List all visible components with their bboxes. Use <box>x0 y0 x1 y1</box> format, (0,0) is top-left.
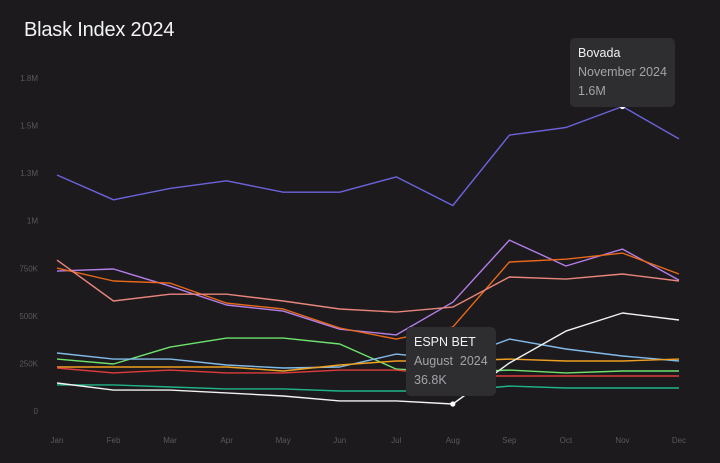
series-line-5 <box>56 338 680 369</box>
tooltip-espn-bet: ESPN BET August 2024 36.8K <box>406 327 496 396</box>
highlight-point <box>450 401 456 407</box>
tooltip-date: November 2024 <box>578 65 667 79</box>
x-tick-label: Jul <box>391 436 401 445</box>
x-tick-label: Mar <box>163 436 177 445</box>
tooltip-value: 1.6M <box>578 84 606 98</box>
series-line-bovada <box>56 105 680 207</box>
chart-title: Blask Index 2024 <box>24 19 175 41</box>
x-tick-label: Oct <box>560 436 573 445</box>
y-tick-label: 500K <box>19 312 38 321</box>
y-tick-label: 250K <box>19 359 38 368</box>
series-line-1 <box>56 239 680 336</box>
x-tick-label: Aug <box>446 436 460 445</box>
series-line-8 <box>57 384 679 392</box>
x-tick-label: Feb <box>107 436 121 445</box>
tooltip-series: ESPN BET <box>414 335 476 349</box>
tooltip-value: 36.8K <box>414 373 447 387</box>
x-tick-label: Sep <box>502 436 517 445</box>
series-line-7 <box>56 367 679 377</box>
series-line-3 <box>56 259 680 313</box>
series-line-2 <box>56 252 680 340</box>
x-tick-label: Dec <box>672 436 686 445</box>
series-line-6 <box>57 358 680 372</box>
x-tick-label: Jan <box>51 436 64 445</box>
y-tick-label: 1.3M <box>20 169 38 178</box>
y-tick-label: 750K <box>19 264 38 273</box>
y-tick-label: 0 <box>34 407 39 416</box>
tooltip-date: August 2024 <box>414 354 488 368</box>
x-tick-label: Apr <box>220 436 233 445</box>
y-tick-label: 1.8M <box>20 74 38 83</box>
series-line-4 <box>56 337 679 374</box>
tooltip-bovada: Bovada November 2024 1.6M <box>570 38 675 107</box>
y-tick-label: 1.5M <box>20 122 38 131</box>
tooltip-series: Bovada <box>578 46 621 60</box>
x-tick-label: Jun <box>333 436 346 445</box>
x-tick-label: May <box>276 436 291 445</box>
series-line-espn-bet <box>56 312 680 405</box>
x-tick-label: Nov <box>615 436 629 445</box>
y-tick-label: 1M <box>27 217 38 226</box>
